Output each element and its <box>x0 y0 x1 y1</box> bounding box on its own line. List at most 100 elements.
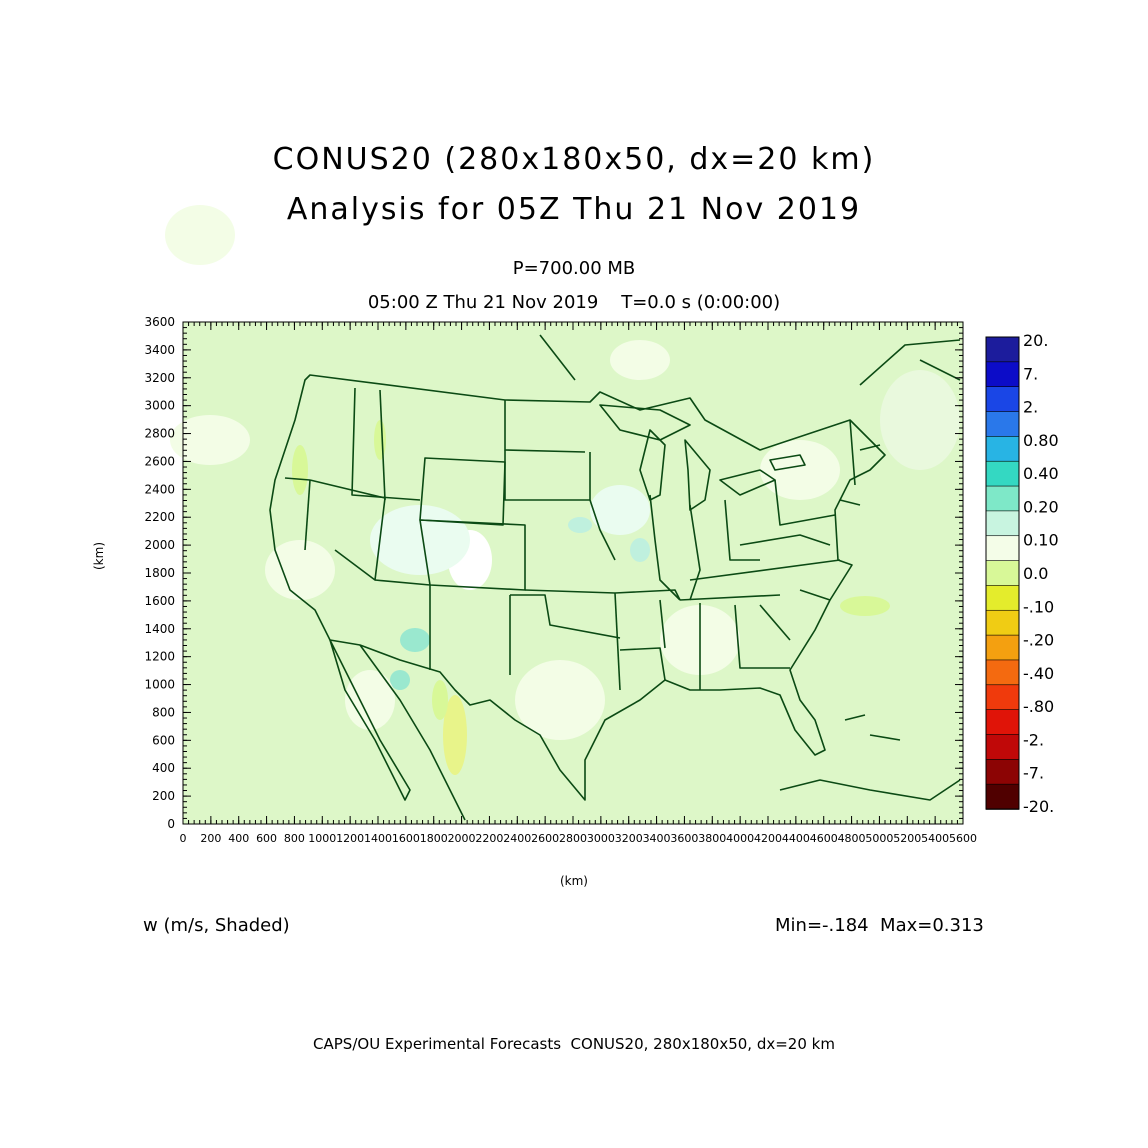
x-axis-label: (km) <box>559 874 588 888</box>
x-tick-label: 4800 <box>838 832 866 845</box>
x-tick-label: 2600 <box>531 832 559 845</box>
colorbar-label: -20. <box>1023 797 1054 816</box>
colorbar-swatch <box>985 585 1020 612</box>
state-boundary-line <box>844 714 866 721</box>
y-tick-label: 3600 <box>144 315 175 329</box>
y-tick-labels: 0 200 400 600 800 1000 1200 1400 1600 1800 2000 220… <box>144 315 175 831</box>
colorbar-label: 0.40 <box>1023 464 1059 483</box>
y-tick-label: 1800 <box>144 566 175 580</box>
x-tick-label: 5200 <box>893 832 921 845</box>
field-feature <box>432 680 448 720</box>
x-tick-label: 3800 <box>698 832 726 845</box>
x-tick-label: 3600 <box>670 832 698 845</box>
colorbar-label: -7. <box>1023 764 1044 783</box>
colorbar-swatch <box>985 510 1020 537</box>
y-tick-label: 1600 <box>144 594 175 608</box>
state-boundaries <box>269 334 961 821</box>
state-boundary-line <box>739 534 831 546</box>
axis-ticks <box>182 321 964 825</box>
field-feature <box>370 505 470 575</box>
field-feature <box>880 370 960 470</box>
colorbar-label: 20. <box>1023 331 1048 350</box>
state-boundary-line <box>859 444 881 451</box>
state-boundary-line <box>689 559 841 581</box>
y-tick-label: 800 <box>152 705 175 719</box>
state-boundary-line <box>359 644 466 821</box>
x-tick-label: 400 <box>228 832 249 845</box>
colorbar-label: -.10 <box>1023 597 1054 616</box>
plot-title-line1: CONUS20 (280x180x50, dx=20 km) <box>272 142 876 177</box>
x-tick-label: 3200 <box>615 832 643 845</box>
x-tick-label: 800 <box>284 832 305 845</box>
colorbar-swatch <box>985 709 1020 736</box>
y-tick-label: 1200 <box>144 650 175 664</box>
colorbar-swatch <box>985 609 1020 636</box>
y-tick-label: 3200 <box>144 371 175 385</box>
x-tick-label: 4400 <box>782 832 810 845</box>
colorbar-swatch <box>985 535 1020 562</box>
x-tick-label: 0 <box>180 832 187 845</box>
field-feature <box>345 670 395 730</box>
x-tick-label: 200 <box>200 832 221 845</box>
x-tick-label: 4600 <box>810 832 838 845</box>
colorbar-label: -.40 <box>1023 664 1054 683</box>
field-feature <box>374 420 386 460</box>
state-boundary-line <box>649 494 681 601</box>
colorbar-swatch <box>985 734 1020 761</box>
x-tick-label: 1600 <box>392 832 420 845</box>
field-feature <box>610 340 670 380</box>
colorbar-label: -2. <box>1023 730 1044 749</box>
field-feature <box>165 205 235 265</box>
state-boundary-line <box>869 734 901 741</box>
field-feature <box>515 660 605 740</box>
colorbar-frame <box>985 336 1020 810</box>
state-boundary-line <box>504 450 590 501</box>
state-boundary-line <box>839 499 861 506</box>
colorbar-label: 0.0 <box>1023 564 1048 583</box>
y-tick-label: 1000 <box>144 678 175 692</box>
state-boundary-line <box>269 374 886 801</box>
state-boundary-line <box>689 504 701 601</box>
state-boundary-line <box>679 594 781 601</box>
colorbar-swatch <box>985 759 1020 785</box>
colorbar-swatch <box>985 411 1020 438</box>
colorbar-swatch <box>985 485 1020 512</box>
state-boundary-line <box>309 479 386 581</box>
field-label: w (m/s, Shaded) <box>143 915 290 936</box>
colorbar-swatch <box>985 436 1020 463</box>
state-boundary-line <box>684 439 711 511</box>
state-boundary-line <box>779 779 961 801</box>
state-boundary-line <box>419 457 506 526</box>
state-boundary-line <box>919 359 961 381</box>
field-feature <box>390 670 410 690</box>
state-boundary-line <box>374 579 431 670</box>
x-tick-label: 2000 <box>448 832 476 845</box>
y-tick-label: 2400 <box>144 482 175 496</box>
field-feature <box>170 415 250 465</box>
y-tick-label: 2200 <box>144 510 175 524</box>
state-boundary-line <box>524 589 681 601</box>
state-boundary-line <box>849 419 856 486</box>
colorbar-label: 0.20 <box>1023 497 1059 516</box>
field-feature <box>760 440 840 500</box>
state-boundary-line <box>734 604 790 669</box>
state-boundary-line <box>329 639 411 801</box>
state-boundary-line <box>539 334 576 381</box>
field-feature <box>443 695 467 775</box>
state-boundary-line <box>799 589 831 601</box>
colorbar-swatch <box>985 634 1020 661</box>
state-boundary-line <box>639 429 666 501</box>
state-boundary-line <box>284 477 311 481</box>
colorbar-swatch <box>985 336 1020 363</box>
state-boundary-line <box>510 594 621 639</box>
plot-title-line2: Analysis for 05Z Thu 21 Nov 2019 <box>286 192 862 227</box>
state-boundary-line <box>859 339 961 386</box>
state-boundary-line <box>659 599 666 649</box>
x-tick-label: 5400 <box>921 832 949 845</box>
colorbar-swatch <box>985 361 1020 388</box>
state-boundary-line <box>351 387 421 501</box>
y-tick-label: 3400 <box>144 343 175 357</box>
x-tick-label: 3400 <box>643 832 671 845</box>
state-boundary-line <box>304 479 311 551</box>
